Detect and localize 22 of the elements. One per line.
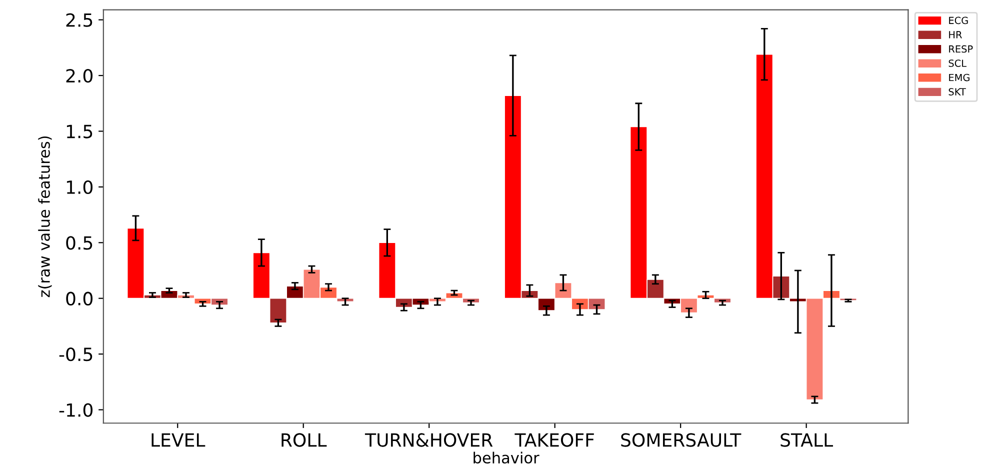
legend-label: RESP bbox=[949, 45, 973, 53]
legend-label: ECG bbox=[949, 16, 968, 24]
legend-label: EMG bbox=[949, 74, 970, 82]
x-tick-label: TAKEOFF bbox=[514, 433, 594, 447]
legend-label: SKT bbox=[948, 88, 966, 96]
x-tick-label: ROLL bbox=[282, 433, 327, 447]
y-tick-label: 2.0 bbox=[66, 68, 93, 83]
x-tick-label: SOMERSAULT bbox=[621, 433, 742, 447]
y-tick-label: 0.0 bbox=[66, 292, 93, 306]
y-tick-label: 1.0 bbox=[66, 180, 93, 194]
x-axis-title: behavior bbox=[474, 452, 540, 464]
x-tick-label: TURN&HOVER bbox=[364, 433, 493, 447]
y-tick-label: 1.5 bbox=[66, 124, 92, 138]
y-axis-title: z(raw value features) bbox=[38, 136, 52, 298]
y-tick-label: 0.5 bbox=[66, 236, 92, 250]
x-tick-label: LEVEL bbox=[152, 433, 206, 447]
y-tick-label: -1.0 bbox=[59, 403, 93, 417]
legend-label: HR bbox=[949, 31, 962, 38]
x-tick-label: STALL bbox=[780, 433, 833, 447]
y-tick-label: -0.5 bbox=[59, 348, 92, 362]
y-tick-label: 2.5 bbox=[66, 13, 92, 27]
legend-label: SCL bbox=[948, 60, 966, 67]
